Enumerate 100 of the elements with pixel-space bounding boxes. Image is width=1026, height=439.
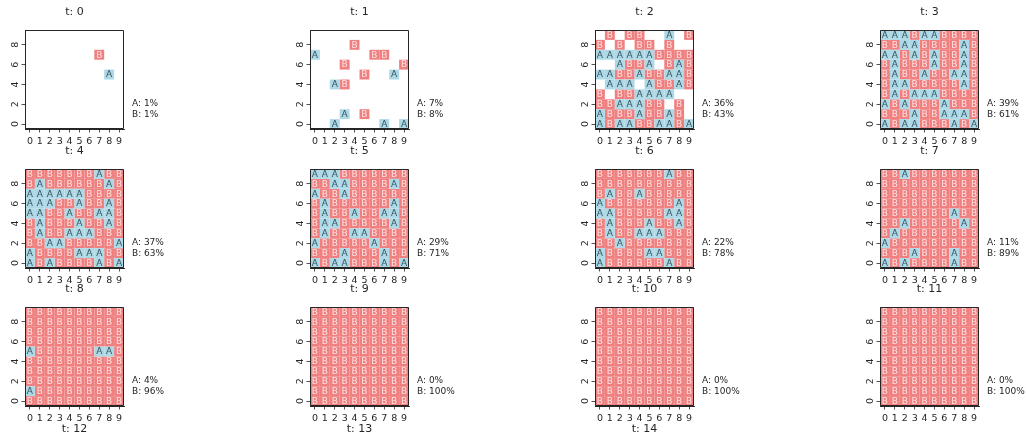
y-tick-label: 8 [863,180,875,187]
text: B [115,316,123,327]
text: B [656,257,663,268]
y-tick-label: 2 [863,101,875,108]
text: B [961,257,968,268]
text: B [106,385,113,396]
text: B [616,346,623,357]
text: A [46,237,53,248]
text: B [646,168,653,179]
y-tick-label: 8 [863,318,875,325]
text: B [66,395,73,406]
y-tick-label: 8 [293,318,305,325]
text: A [115,237,123,248]
text: B [96,326,103,337]
text: B [666,59,673,70]
text: B [616,385,623,396]
text: B [626,247,633,258]
text: B [56,247,63,258]
text: B [676,346,683,357]
text: B [596,316,604,327]
text: B [901,207,908,218]
x-tick-label: 4 [351,411,358,423]
text: B [606,247,613,258]
text: B [56,197,63,208]
text: B [961,306,968,317]
text: B [626,207,633,218]
text: B [931,227,938,238]
text: B [341,227,348,238]
text: B [391,257,398,268]
text: B [931,356,938,367]
x-tick-label: 9 [401,273,408,285]
text: B [891,336,898,347]
text: B [46,366,53,377]
text: B [911,69,918,80]
x-tick-label: 9 [401,411,408,423]
text: B [311,346,319,357]
text: B [666,395,673,406]
text: B [626,227,633,238]
text: B [56,316,63,327]
x-tick-label: 7 [381,411,388,423]
x-tick-label: 6 [371,273,378,285]
text: B [951,178,958,189]
text: B [636,336,643,347]
text: B [351,385,358,396]
x-tick-label: 9 [686,411,693,423]
y-tick-label: 4 [863,81,875,88]
text: A [901,217,908,228]
text: B [36,366,43,377]
text: B [86,237,93,248]
text: B [941,376,948,387]
x-tick-label: 0 [596,134,603,146]
text: B [321,376,328,387]
text: A [931,49,938,60]
x-tick-label: 0 [311,134,318,146]
text: B [46,207,53,218]
x-tick-label: 7 [666,273,673,285]
text: A [911,39,918,50]
text: B [381,376,388,387]
x-tick-label: 6 [371,411,378,423]
text: B [961,99,968,110]
text: A [321,197,328,208]
text: B [921,79,928,90]
text: B [341,356,348,367]
text: B [341,237,348,248]
x-tick-label: 3 [911,273,918,285]
x-tick-label: 9 [971,134,978,146]
series-label: B [606,29,613,40]
x-tick-label: 3 [911,134,918,146]
x-tick-label: 5 [646,134,653,146]
text: A [891,79,898,90]
text: B [56,207,63,218]
chart-title: t: 10 [631,282,658,296]
text: B [311,395,319,406]
text: B [26,168,34,179]
text: B [911,79,918,90]
text: B [391,316,398,327]
text: A [961,69,968,80]
text: B [86,207,93,218]
text: B [911,99,918,110]
series-label: B [351,39,358,50]
text: B [391,346,398,357]
text: B [911,376,918,387]
text: B [400,316,408,327]
text: A [36,178,43,189]
text: A [596,118,604,129]
text: B [921,59,928,70]
text: A [46,257,53,268]
text: B [951,227,958,238]
text: B [911,237,918,248]
text: B [66,336,73,347]
text: B [616,257,623,268]
x-tick-label: 0 [26,134,33,146]
x-tick-label: 2 [901,273,908,285]
text: B [911,395,918,406]
text: B [371,306,378,317]
text: B [931,217,938,228]
text: B [86,168,93,179]
series-label: B [96,49,103,60]
text: A [331,257,338,268]
text: A [86,247,93,258]
